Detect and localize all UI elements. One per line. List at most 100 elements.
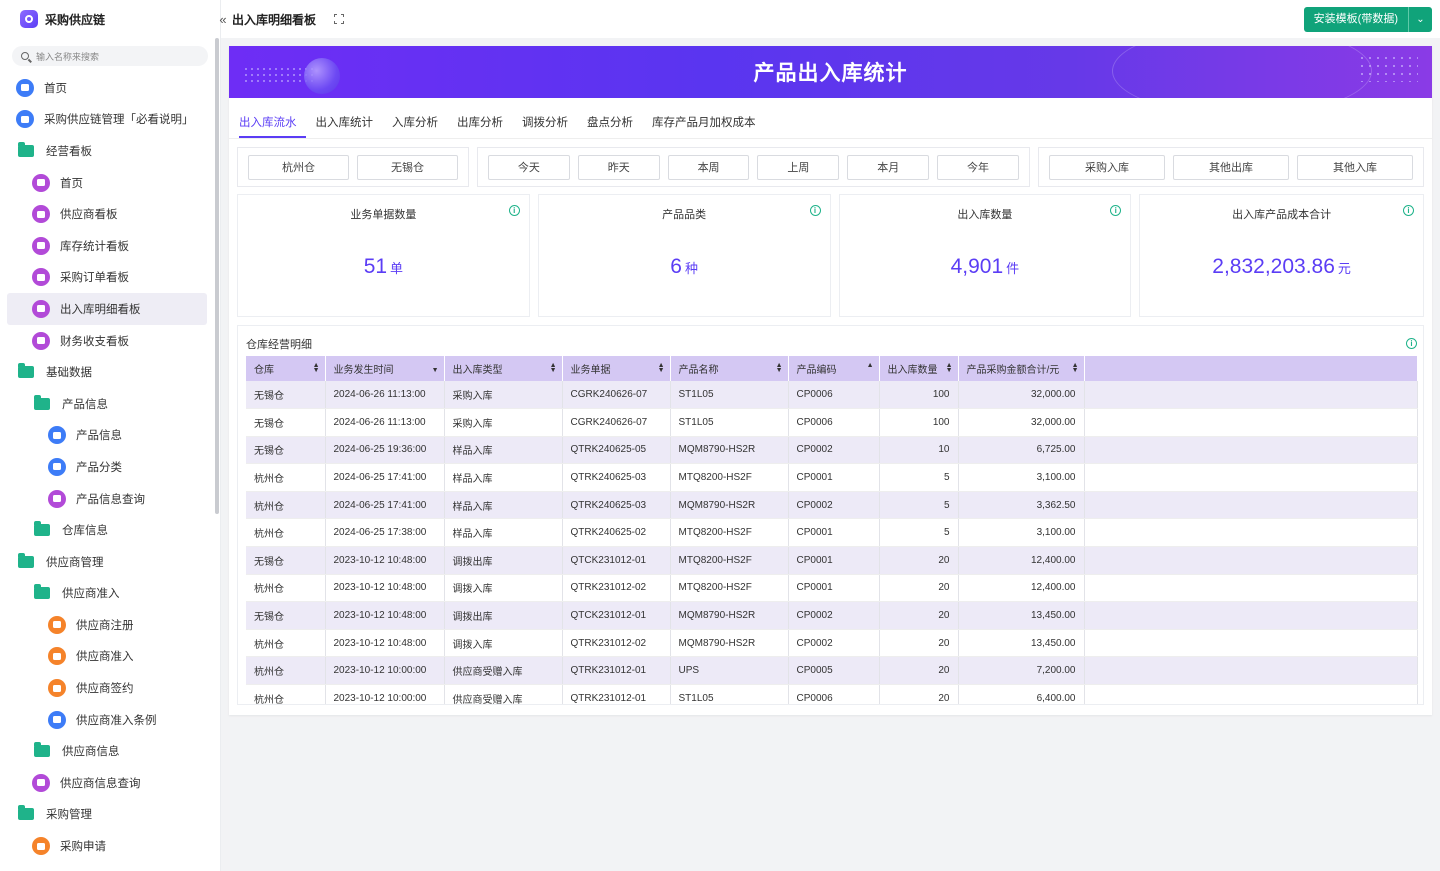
table-row[interactable]: 无锡仓 2024-06-25 19:36:00 样品入库 QTRK240625-05 M… xyxy=(246,436,1418,465)
sidebar-scrollbar[interactable] xyxy=(215,38,219,514)
install-template-button[interactable]: 安装模板(带数据) xyxy=(1303,7,1408,32)
sidebar-item[interactable]: 采购订单看板 xyxy=(0,262,220,294)
table-row[interactable]: 杭州仓 2023-10-12 10:48:00 调拨入库 QTRK231012-02 M… xyxy=(246,574,1418,603)
info-icon[interactable]: i xyxy=(1110,205,1122,216)
sort-icon[interactable]: ▲ ▼ xyxy=(657,362,665,374)
filter-button[interactable]: 本月 xyxy=(847,154,930,180)
table-cell-filler xyxy=(1084,491,1418,520)
kpi-unit: 种 xyxy=(684,261,698,276)
sidebar-item[interactable]: 供应商签约 xyxy=(0,672,220,704)
filter-button[interactable]: 无锡仓 xyxy=(357,154,458,180)
table-row[interactable]: 杭州仓 2024-06-25 17:41:00 样品入库 QTRK240625-03 M… xyxy=(246,491,1418,520)
sidebar-item[interactable]: 供应商准入 xyxy=(0,578,220,610)
table-cell: 2023-10-12 10:48:00 xyxy=(325,629,445,658)
filter-button[interactable]: 昨天 xyxy=(577,154,660,180)
sidebar-item[interactable]: 供应商准入 xyxy=(0,641,220,673)
info-icon[interactable]: i xyxy=(1406,338,1417,349)
sidebar-item[interactable]: 供应商看板 xyxy=(0,198,220,230)
tab[interactable]: 调拨分析 xyxy=(522,117,568,129)
filter-button[interactable]: 杭州仓 xyxy=(248,154,349,180)
column-header[interactable]: 产品编码 ▲ xyxy=(788,356,880,381)
bookmark-icon xyxy=(48,426,66,445)
sidebar-item[interactable]: 供应商信息 xyxy=(0,735,220,767)
banner-title: 产品出入库统计 xyxy=(753,62,908,85)
sort-icon[interactable]: ▲ xyxy=(866,362,874,369)
info-icon[interactable]: i xyxy=(508,205,520,216)
sidebar-item-label: 采购订单看板 xyxy=(60,272,129,285)
sidebar-item[interactable]: 供应商管理 xyxy=(0,546,220,578)
sort-icon[interactable]: ▼ xyxy=(431,367,439,374)
sidebar-item[interactable]: 经营看板 xyxy=(0,135,220,167)
table-cell: 杭州仓 xyxy=(246,684,326,704)
sort-icon[interactable]: ▲ ▼ xyxy=(1071,362,1079,374)
tab[interactable]: 盘点分析 xyxy=(587,117,633,129)
table-row[interactable]: 杭州仓 2024-06-25 17:38:00 样品入库 QTRK240625-02 M… xyxy=(246,518,1418,548)
filter-button[interactable]: 其他入库 xyxy=(1297,154,1413,180)
info-icon[interactable]: i xyxy=(809,205,821,216)
sidebar-item[interactable]: 出入库明细看板 xyxy=(7,293,207,325)
table-cell: 2023-10-12 10:48:00 xyxy=(325,546,445,575)
table-row[interactable]: 杭州仓 2023-10-12 10:00:00 供应商受赠入库 QTRK231012-… xyxy=(246,684,1418,704)
sidebar-item[interactable]: 采购供应链管理「必看说明」 xyxy=(0,104,220,136)
filter-button[interactable]: 今天 xyxy=(488,154,570,180)
sort-icon[interactable]: ▲ ▼ xyxy=(549,362,557,374)
sidebar-item[interactable]: 财务收支看板 xyxy=(0,325,220,357)
table-row[interactable]: 无锡仓 2023-10-12 10:48:00 调拨出库 QTCK231012-01 M… xyxy=(246,546,1418,575)
chevron-down-icon[interactable]: ⌄ xyxy=(1408,7,1432,32)
sidebar-item[interactable]: 首页 xyxy=(0,72,220,104)
tab[interactable]: 库存产品月加权成本 xyxy=(652,117,756,129)
table-cell: UPS xyxy=(670,656,789,686)
tab[interactable]: 出库分析 xyxy=(457,117,503,129)
table-cell: 3,100.00 xyxy=(958,518,1085,548)
sidebar-item[interactable]: 供应商注册 xyxy=(0,609,220,641)
fullscreen-icon[interactable] xyxy=(334,14,345,24)
table-cell: 3,362.50 xyxy=(958,491,1085,520)
sort-icon[interactable]: ▲ ▼ xyxy=(312,362,320,374)
filter-button[interactable]: 其他出库 xyxy=(1173,154,1289,180)
sidebar-item[interactable]: 采购申请 xyxy=(0,830,220,862)
sidebar-item[interactable]: 库存统计看板 xyxy=(0,230,220,262)
table-row[interactable]: 无锡仓 2024-06-26 11:13:00 采购入库 CGRK240626-07 S… xyxy=(246,408,1418,437)
sidebar-item[interactable]: 供应商准入条例 xyxy=(0,704,220,736)
collapse-sidebar-icon[interactable]: « xyxy=(219,11,227,27)
search-input[interactable]: 输入名称来搜索 xyxy=(12,46,208,66)
filter-button[interactable]: 今年 xyxy=(937,154,1019,180)
sidebar-item[interactable]: 产品信息 xyxy=(0,388,220,420)
table-cell-filler xyxy=(1084,546,1418,575)
table-cell: QTRK231012-01 xyxy=(562,656,671,686)
column-header[interactable]: 产品采购金额合计/元 ▲ ▼ xyxy=(958,356,1085,381)
sidebar-item[interactable]: 首页 xyxy=(0,167,220,199)
table-row[interactable]: 无锡仓 2024-06-26 11:13:00 采购入库 CGRK240626-07 S… xyxy=(246,381,1418,410)
filter-button[interactable]: 本周 xyxy=(667,154,750,180)
table-cell: 杭州仓 xyxy=(246,463,326,492)
sidebar-item[interactable]: 产品信息查询 xyxy=(0,483,220,515)
sidebar-item-label: 供应商看板 xyxy=(60,209,118,222)
sort-icon[interactable]: ▲ ▼ xyxy=(775,362,783,374)
sidebar-item[interactable]: 仓库信息 xyxy=(0,514,220,546)
sidebar-item[interactable]: 产品信息 xyxy=(0,420,220,452)
tab[interactable]: 入库分析 xyxy=(392,117,438,129)
app-logo-icon xyxy=(20,10,38,28)
filter-button[interactable]: 采购入库 xyxy=(1049,154,1165,180)
sidebar-item-label: 库存统计看板 xyxy=(60,240,129,253)
tab[interactable]: 出入库流水 xyxy=(239,114,306,138)
table-row[interactable]: 杭州仓 2023-10-12 10:48:00 调拨入库 QTRK231012-02 M… xyxy=(246,629,1418,658)
column-header[interactable]: 仓库 ▲ ▼ xyxy=(246,356,326,381)
table-row[interactable]: 无锡仓 2023-10-12 10:48:00 调拨出库 QTCK231012-01 M… xyxy=(246,601,1418,630)
sidebar-item[interactable]: 采购管理 xyxy=(0,799,220,831)
tab[interactable]: 出入库统计 xyxy=(315,117,374,129)
filter-button[interactable]: 上周 xyxy=(757,154,840,180)
sidebar-item[interactable]: 基础数据 xyxy=(0,356,220,388)
sidebar-item[interactable]: 供应商信息查询 xyxy=(0,767,220,799)
table-row[interactable]: 杭州仓 2023-10-12 10:00:00 供应商受赠入库 QTRK231012-… xyxy=(246,656,1418,686)
column-header[interactable]: 产品名称 ▲ ▼ xyxy=(670,356,789,381)
sidebar-item[interactable]: 产品分类 xyxy=(0,451,220,483)
column-header[interactable]: 出入库类型 ▲ ▼ xyxy=(444,356,563,381)
column-header[interactable]: 出入库数量 ▲ ▼ xyxy=(879,356,959,381)
sort-icon[interactable]: ▲ ▼ xyxy=(945,362,953,374)
column-header[interactable]: 业务单据 ▲ ▼ xyxy=(562,356,671,381)
table-row[interactable]: 杭州仓 2024-06-25 17:41:00 样品入库 QTRK240625-03 M… xyxy=(246,463,1418,492)
info-icon[interactable]: i xyxy=(1403,205,1414,216)
column-header[interactable]: 业务发生时间 ▼ xyxy=(325,356,445,381)
app-header[interactable]: 采购供应链 xyxy=(0,0,220,38)
